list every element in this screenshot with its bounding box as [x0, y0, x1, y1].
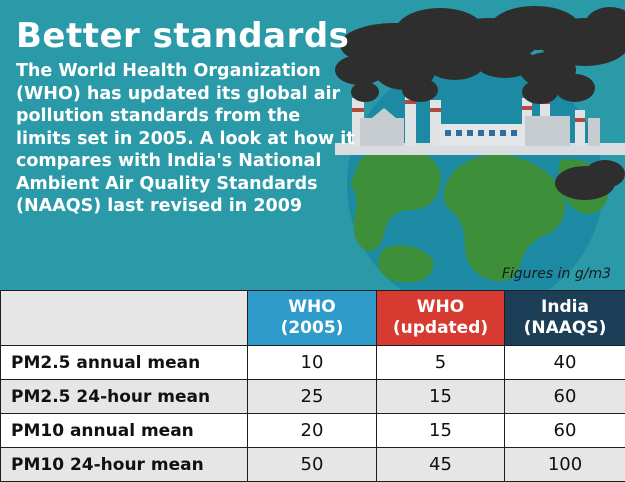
cell-who-2005: 50	[248, 448, 377, 482]
header-line: (updated)	[393, 318, 488, 338]
table-row: PM2.5 24-hour mean 25 15 60	[1, 380, 625, 414]
table-row: PM10 annual mean 20 15 60	[1, 414, 625, 448]
header-panel: Better standards The World Health Organi…	[0, 0, 625, 290]
cell-india: 40	[505, 346, 625, 380]
table-header-row: WHO (2005) WHO (updated) India (NAAQS)	[1, 291, 625, 346]
header-line: WHO	[417, 297, 464, 317]
cell-india: 60	[505, 414, 625, 448]
row-label: PM10 24-hour mean	[1, 448, 248, 482]
header-line: (2005)	[281, 318, 344, 338]
units-note: Figures in g/m3	[502, 266, 611, 282]
table-row: PM10 24-hour mean 50 45 100	[1, 448, 625, 482]
table-row: PM2.5 annual mean 10 5 40	[1, 346, 625, 380]
cell-who-updated: 45	[377, 448, 505, 482]
cell-india: 100	[505, 448, 625, 482]
header-corner	[1, 291, 248, 346]
row-label: PM2.5 annual mean	[1, 346, 248, 380]
row-label: PM2.5 24-hour mean	[1, 380, 248, 414]
header-line: India	[541, 297, 589, 317]
cell-who-updated: 15	[377, 380, 505, 414]
header-line: (NAAQS)	[524, 318, 607, 338]
header-who-updated: WHO (updated)	[377, 291, 505, 346]
header-line: WHO	[288, 297, 335, 317]
cell-who-updated: 5	[377, 346, 505, 380]
cell-who-2005: 20	[248, 414, 377, 448]
description-text: The World Health Organization (WHO) has …	[16, 60, 356, 218]
cell-who-2005: 10	[248, 346, 377, 380]
header-india-naaqs: India (NAAQS)	[505, 291, 625, 346]
page-title: Better standards	[16, 16, 349, 56]
comparison-table: WHO (2005) WHO (updated) India (NAAQS) P…	[0, 290, 625, 482]
header-who-2005: WHO (2005)	[248, 291, 377, 346]
cell-india: 60	[505, 380, 625, 414]
cell-who-2005: 25	[248, 380, 377, 414]
row-label: PM10 annual mean	[1, 414, 248, 448]
cell-who-updated: 15	[377, 414, 505, 448]
